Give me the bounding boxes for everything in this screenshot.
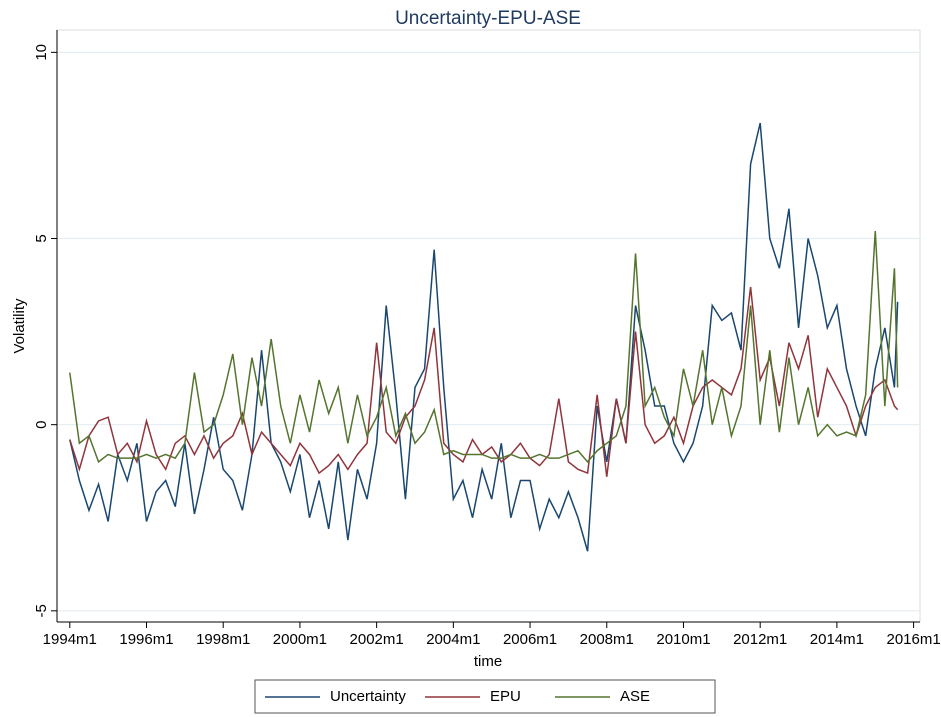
line-series [69,286,899,477]
x-tick-label: 1994m1 [43,631,97,648]
x-tick-label: 2004m1 [426,631,480,648]
y-tick-label: 10 [33,44,50,61]
line-series [69,231,899,464]
legend-label: Uncertainty [330,688,406,705]
plot-area [56,29,921,623]
chart-title: Uncertainty-EPU-ASE [395,8,581,29]
legend-label: EPU [490,688,521,705]
y-tick-label: 0 [33,420,50,428]
x-tick-label: 2000m1 [273,631,327,648]
y-tick-label: -5 [33,604,50,617]
legend-box [254,679,716,714]
x-tick-label: 2010m1 [656,631,710,648]
x-tick-label: 2012m1 [733,631,787,648]
legend-label: ASE [620,688,650,705]
x-tick-label: 1996m1 [119,631,173,648]
x-tick-label: 2016m1 [886,631,940,648]
x-axis-label: time [474,653,502,670]
x-tick-label: 1998m1 [196,631,250,648]
y-tick-label: 5 [33,234,50,242]
y-axis-label: Volatility [11,298,28,354]
x-tick-label: 2002m1 [350,631,404,648]
x-tick-label: 2008m1 [580,631,634,648]
x-tick-label: 2014m1 [810,631,864,648]
line-series [69,122,899,552]
x-tick-label: 2006m1 [503,631,557,648]
